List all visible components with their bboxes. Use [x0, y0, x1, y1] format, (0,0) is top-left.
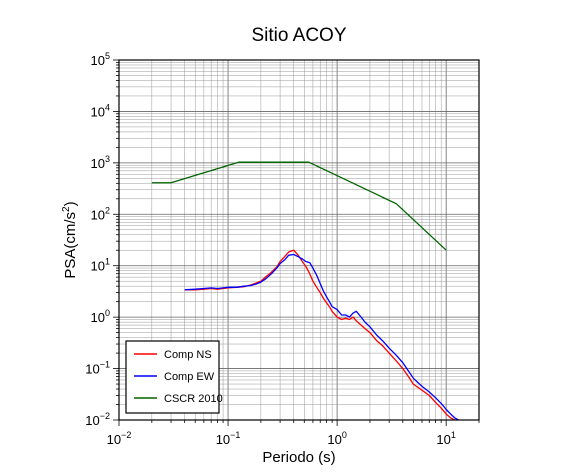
y-tick-base: 10	[91, 310, 105, 325]
x-tick-labels: 10−2 10−1 100 101	[107, 430, 456, 447]
x-tick-base: 10	[107, 432, 121, 447]
y-tick-exp: 4	[105, 102, 110, 112]
y-tick-label: 104	[91, 102, 110, 119]
x-tick-label: 100	[327, 430, 346, 447]
y-axis-label: PSA(cm/s2)	[61, 201, 79, 278]
x-tick-base: 10	[327, 432, 341, 447]
y-tick-exp: 1	[105, 257, 110, 267]
plot-frame	[118, 59, 480, 421]
x-tick-exp: −2	[121, 430, 131, 440]
y-tick-exp: 3	[105, 154, 110, 164]
y-tick-label: 102	[91, 205, 110, 222]
series-line-cscr-2010	[151, 161, 447, 251]
legend-box	[125, 340, 220, 414]
y-tick-label: 10−1	[85, 360, 110, 377]
series-layer	[151, 161, 459, 421]
chart-title: Sitio ACOY	[251, 25, 346, 46]
x-tick-label: 101	[436, 430, 455, 447]
legend: Comp NS Comp EW CSCR 2010	[125, 340, 223, 414]
y-tick-label: 103	[91, 154, 110, 171]
y-axis-label-sup: 2	[61, 206, 72, 212]
y-axis-label-close: )	[62, 201, 79, 206]
y-tick-exp: −1	[100, 360, 110, 370]
y-tick-base: 10	[85, 413, 99, 428]
y-tick-label: 101	[91, 257, 110, 274]
y-tick-exp: 0	[105, 308, 110, 318]
x-tick-exp: 1	[451, 430, 456, 440]
legend-label-ns: Comp NS	[164, 349, 212, 361]
y-tick-base: 10	[91, 104, 105, 119]
x-axis-label: Periodo (s)	[262, 449, 335, 466]
y-axis-label-base: PSA(cm/s	[62, 212, 79, 279]
y-tick-base: 10	[91, 259, 105, 274]
y-tick-base: 10	[85, 362, 99, 377]
x-tick-exp: −1	[230, 430, 240, 440]
x-tick-label: 10−1	[216, 430, 241, 447]
y-tick-base: 10	[91, 207, 105, 222]
y-tick-base: 10	[91, 156, 105, 171]
series-line-comp-ns	[184, 249, 456, 421]
x-tick-base: 10	[436, 432, 450, 447]
y-tick-exp: 2	[105, 205, 110, 215]
y-tick-base: 10	[91, 53, 105, 68]
legend-label-ew: Comp EW	[164, 371, 215, 383]
x-tick-exp: 0	[342, 430, 347, 440]
y-tick-label: 10−2	[85, 411, 110, 428]
legend-label-cscr: CSCR 2010	[164, 393, 223, 405]
y-tick-label: 100	[91, 308, 110, 325]
x-tick-label: 10−2	[107, 430, 132, 447]
x-tick-base: 10	[216, 432, 230, 447]
y-tick-label: 105	[91, 51, 110, 68]
y-tick-exp: 5	[105, 51, 110, 61]
series-line-comp-ew	[184, 253, 459, 421]
y-tick-exp: −2	[100, 411, 110, 421]
